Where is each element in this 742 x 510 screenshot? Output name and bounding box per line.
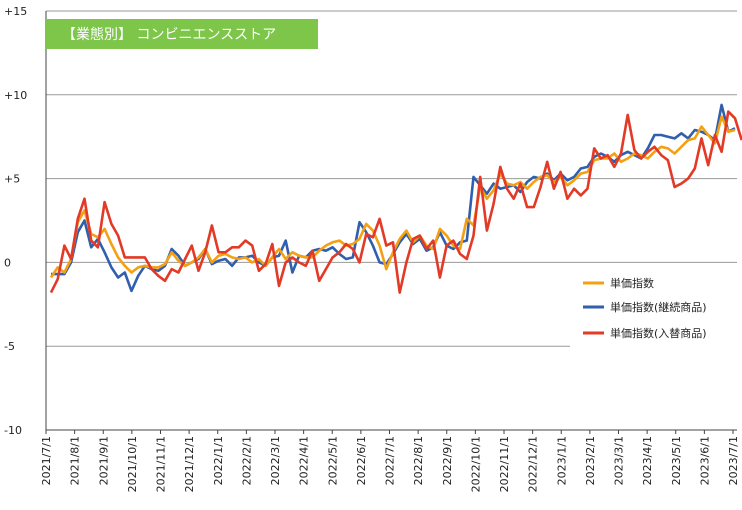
y-tick-label: 0 [4, 256, 11, 269]
x-tick-label: 2022/9/1 [441, 436, 454, 485]
x-tick-label: 2021/10/1 [126, 436, 139, 492]
x-tick-label: 2022/4/1 [298, 436, 311, 485]
y-tick-label: -5 [4, 340, 15, 353]
x-tick-label: 2022/12/1 [527, 436, 540, 492]
title-badge-background [46, 19, 318, 49]
title-badge: 【業態別】 コンビニエンスストア [46, 19, 318, 49]
y-tick-label: +5 [4, 173, 20, 186]
chart-title: 【業態別】 コンビニエンスストア [62, 27, 276, 43]
x-tick-label: 2021/7/1 [40, 436, 53, 485]
x-tick-label: 2023/1/1 [555, 436, 568, 485]
x-tick-label: 2021/9/1 [97, 436, 110, 485]
series-line-unit-price [49, 115, 736, 279]
legend: 単価指数 単価指数(継続商品) 単価指数(入替商品) [570, 265, 742, 349]
x-tick-label: 2021/12/1 [183, 436, 196, 492]
series-line-replacement [49, 110, 742, 294]
x-tick-label: 2022/5/1 [326, 436, 339, 485]
y-tick-label: +10 [4, 89, 27, 102]
x-tick-label: 2023/5/1 [670, 436, 683, 485]
grid-lines [45, 10, 737, 431]
x-tick-label: 2023/3/1 [613, 436, 626, 485]
x-tick-label: 2023/4/1 [641, 436, 654, 485]
y-tick-label: +15 [4, 5, 27, 18]
x-tick-label: 2022/2/1 [240, 436, 253, 485]
x-axis-ticks: 2021/7/1 2021/8/1 2021/9/1 2021/10/1 2021/11… [40, 430, 740, 492]
x-tick-label: 2022/10/1 [469, 436, 482, 492]
x-tick-label: 2022/1/1 [212, 436, 225, 485]
x-tick-label: 2022/11/1 [498, 436, 511, 492]
legend-label-replacement: 単価指数(入替商品) [610, 326, 707, 340]
x-tick-label: 2022/3/1 [269, 436, 282, 485]
y-axis-ticks: +15 +10 +5 0 -5 -10 [4, 5, 27, 437]
x-tick-label: 2021/11/1 [155, 436, 168, 492]
x-tick-label: 2023/6/1 [698, 436, 711, 485]
x-tick-label: 2022/7/1 [384, 436, 397, 485]
x-tick-label: 2023/2/1 [584, 436, 597, 485]
x-tick-label: 2022/6/1 [355, 436, 368, 485]
legend-label-unit-price: 単価指数 [610, 276, 654, 290]
x-tick-label: 2021/8/1 [69, 436, 82, 485]
x-tick-label: 2022/8/1 [412, 436, 425, 485]
y-tick-label: -10 [4, 424, 22, 437]
x-tick-label: 2023/7/1 [727, 436, 740, 485]
series-lines [49, 103, 742, 294]
legend-label-continuing: 単価指数(継続商品) [610, 300, 707, 314]
